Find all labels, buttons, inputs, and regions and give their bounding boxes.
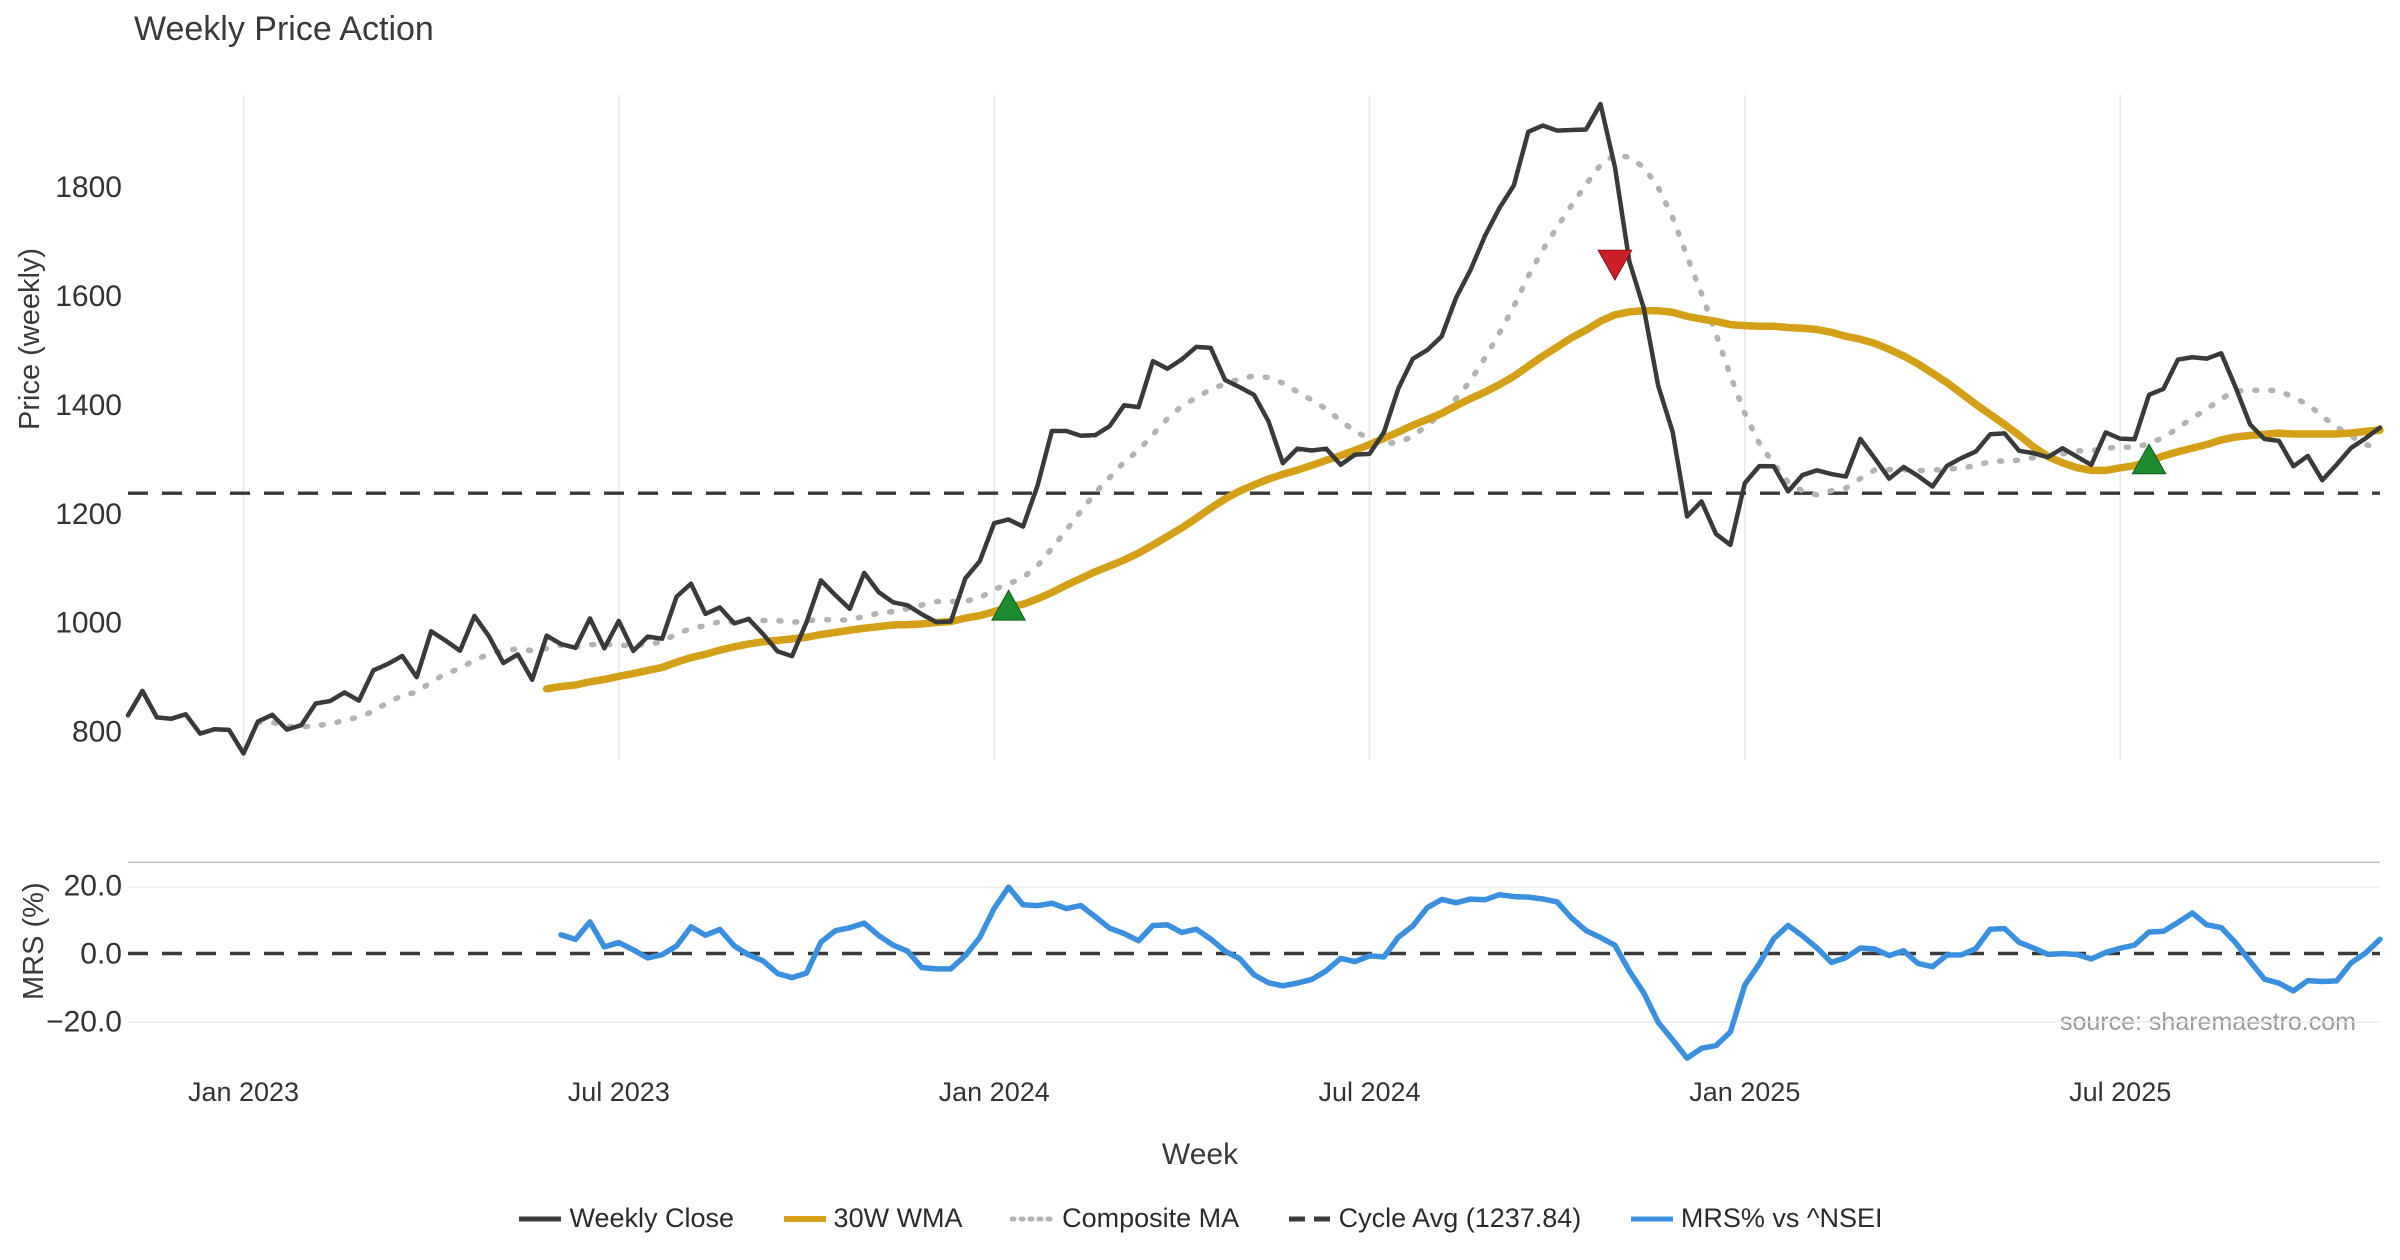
svg-text:800: 800 xyxy=(72,716,122,749)
svg-text:1600: 1600 xyxy=(55,280,122,313)
svg-text:Jul 2023: Jul 2023 xyxy=(568,1077,670,1107)
svg-text:Jul 2024: Jul 2024 xyxy=(1318,1077,1420,1107)
svg-text:−20.0: −20.0 xyxy=(46,1005,122,1038)
svg-text:Jan 2023: Jan 2023 xyxy=(188,1077,299,1107)
svg-text:0.0: 0.0 xyxy=(80,938,122,971)
svg-text:20.0: 20.0 xyxy=(64,870,122,903)
svg-text:1200: 1200 xyxy=(55,498,122,531)
svg-text:1800: 1800 xyxy=(55,171,122,204)
svg-text:Jan 2025: Jan 2025 xyxy=(1689,1077,1800,1107)
svg-text:Jul 2025: Jul 2025 xyxy=(2069,1077,2171,1107)
svg-text:1000: 1000 xyxy=(55,607,122,640)
svg-text:1400: 1400 xyxy=(55,389,122,422)
svg-text:Jan 2024: Jan 2024 xyxy=(939,1077,1050,1107)
